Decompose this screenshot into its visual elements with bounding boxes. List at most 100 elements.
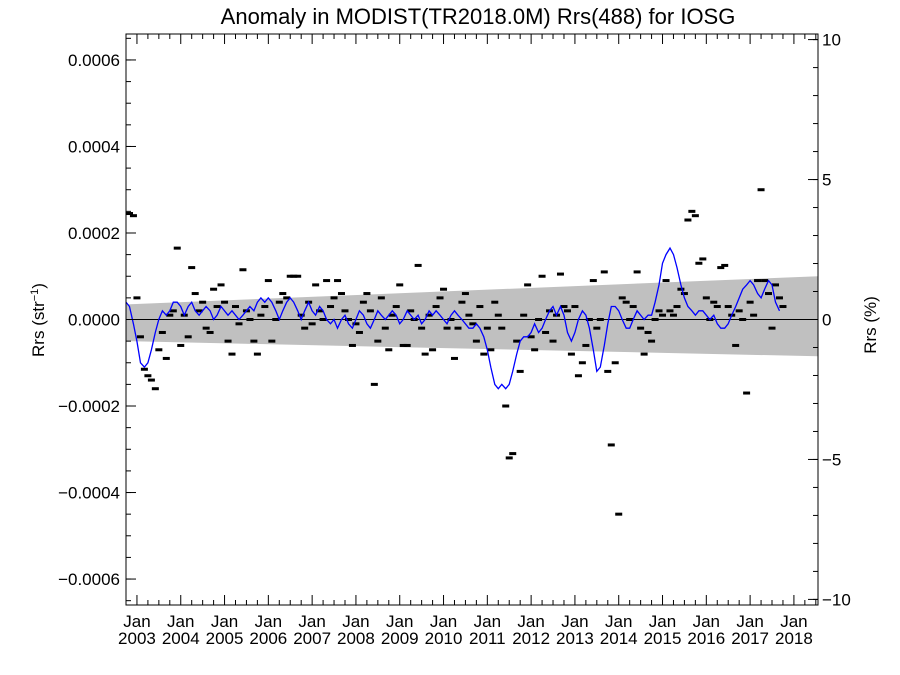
data-point-146	[659, 313, 667, 317]
y-tick-label-left-3: 0.0000	[68, 311, 120, 330]
data-point-8	[155, 348, 163, 352]
x-tick-year-14: 2017	[731, 629, 769, 648]
data-point-74	[396, 283, 404, 287]
data-point-119	[560, 305, 568, 309]
data-point-38	[264, 279, 272, 283]
data-point-129	[596, 318, 604, 321]
x-tick-year-12: 2015	[644, 629, 682, 648]
data-point-176	[768, 326, 776, 330]
x-tick-month-15: Jan	[780, 612, 807, 631]
x-tick-year-9: 2012	[512, 629, 550, 648]
data-point-80	[418, 326, 426, 330]
x-tick-month-14: Jan	[736, 612, 763, 631]
x-tick-year-13: 2016	[687, 629, 725, 648]
data-point-128	[593, 326, 601, 330]
data-point-2	[133, 296, 141, 300]
data-point-27	[224, 339, 232, 343]
data-point-87	[443, 326, 451, 330]
data-point-81	[421, 352, 429, 356]
data-point-13	[173, 246, 181, 250]
x-tick-year-3: 2006	[249, 629, 287, 648]
data-point-152	[680, 292, 688, 296]
data-point-108	[520, 313, 528, 317]
data-point-160	[710, 300, 718, 304]
data-point-94	[469, 322, 477, 326]
x-tick-month-3: Jan	[255, 612, 282, 631]
data-point-157	[699, 257, 707, 261]
data-point-172	[754, 279, 762, 283]
data-point-66	[366, 309, 374, 313]
data-point-22	[206, 330, 214, 334]
data-point-26	[221, 300, 229, 304]
data-point-96	[476, 305, 484, 309]
data-point-29	[231, 305, 239, 309]
data-point-113	[538, 274, 546, 278]
data-point-64	[359, 300, 367, 304]
data-point-116	[549, 339, 557, 343]
x-tick-year-4: 2007	[293, 629, 331, 648]
data-point-17	[188, 266, 196, 270]
data-point-36	[257, 313, 265, 317]
data-point-134	[615, 512, 623, 516]
data-point-144	[651, 318, 659, 321]
data-point-151	[677, 287, 685, 291]
data-point-99	[487, 348, 495, 352]
data-point-147	[662, 279, 670, 283]
data-point-126	[585, 318, 593, 321]
data-point-142	[644, 330, 652, 334]
data-point-149	[669, 313, 677, 317]
data-point-90	[454, 326, 462, 330]
data-point-110	[527, 335, 535, 339]
data-point-62	[352, 322, 360, 326]
data-point-109	[524, 283, 532, 287]
x-tick-year-6: 2009	[381, 629, 419, 648]
data-point-169	[743, 391, 751, 395]
data-point-58	[337, 292, 345, 296]
data-point-100	[491, 300, 499, 304]
data-point-156	[695, 261, 703, 265]
data-point-82	[425, 313, 433, 317]
data-point-39	[268, 339, 276, 343]
data-point-79	[414, 263, 422, 267]
x-tick-year-15: 2018	[775, 629, 813, 648]
data-point-75	[399, 343, 407, 347]
data-point-130	[600, 270, 608, 274]
data-point-40	[272, 318, 280, 321]
y-tick-label-left-1: 0.0004	[68, 137, 120, 156]
data-point-91	[458, 300, 466, 304]
x-tick-year-5: 2008	[337, 629, 375, 648]
data-point-166	[732, 343, 740, 347]
data-point-98	[483, 326, 491, 330]
data-point-139	[633, 270, 641, 274]
x-tick-year-8: 2011	[469, 629, 506, 648]
data-point-86	[440, 287, 448, 291]
x-tick-month-13: Jan	[693, 612, 720, 631]
x-tick-year-7: 2010	[425, 629, 463, 648]
data-point-24	[213, 305, 221, 309]
x-tick-year-1: 2004	[162, 629, 200, 648]
data-point-11	[166, 313, 174, 317]
data-point-127	[589, 279, 597, 283]
data-point-20	[199, 300, 207, 304]
data-point-141	[640, 352, 648, 356]
data-point-34	[250, 339, 258, 343]
data-point-118	[556, 272, 564, 276]
data-point-52	[316, 309, 324, 313]
data-point-19	[195, 309, 203, 313]
data-point-114	[542, 330, 550, 334]
smoothed-series-line	[125, 246, 781, 390]
data-point-48	[301, 326, 309, 330]
data-point-168	[739, 318, 747, 321]
data-point-0	[126, 212, 134, 216]
y-tick-label-left-2: 0.0002	[68, 224, 120, 243]
data-point-173	[757, 188, 765, 192]
data-point-107	[516, 369, 524, 373]
x-tick-month-12: Jan	[649, 612, 676, 631]
y-tick-label-right-0: 10	[822, 31, 841, 50]
data-point-171	[750, 313, 758, 317]
data-point-103	[502, 404, 510, 408]
x-tick-month-9: Jan	[517, 612, 544, 631]
y-tick-label-right-4: −10	[822, 590, 851, 609]
data-point-25	[217, 283, 225, 287]
data-point-68	[374, 339, 382, 343]
